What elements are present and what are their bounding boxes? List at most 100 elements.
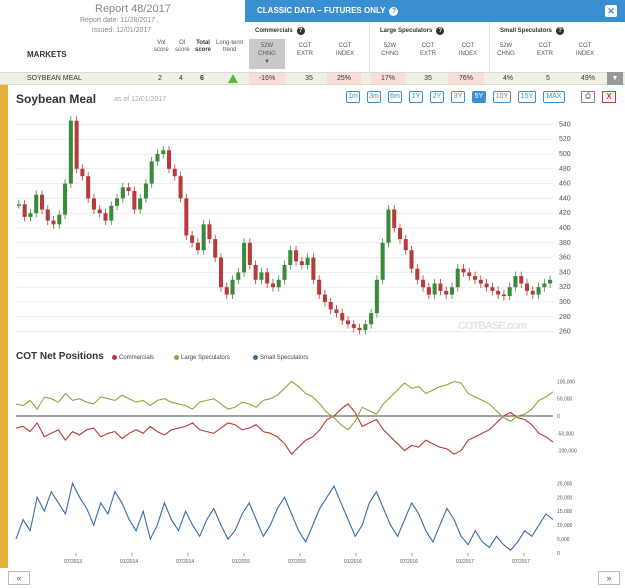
market-row[interactable]: SOYBEAN MEAL 2 4 6 -16% 35 25% 17% 35 76… (0, 72, 625, 85)
y-tick-label: 340 (559, 269, 571, 276)
candle (63, 183, 68, 215)
chart-asof: as of 12/01/2017 (114, 96, 167, 103)
candle (322, 294, 327, 302)
close-chart-button[interactable]: X (602, 91, 616, 103)
y-tick-label: 280 (559, 314, 571, 321)
large-cot-extr-header[interactable]: COT EXTR (419, 43, 436, 57)
candle (132, 191, 137, 210)
candle (374, 279, 379, 314)
comm-52w-chng-header[interactable]: 52W CHNG ▼ (249, 39, 285, 69)
candle (109, 205, 114, 221)
range-5y[interactable]: 5Y (472, 91, 486, 103)
small-52w-chng-header[interactable]: 52W CHNG (497, 43, 515, 57)
help-icon[interactable]: ? (296, 27, 305, 35)
report-title: Report 48/2017 (95, 3, 171, 15)
candle (409, 250, 414, 269)
legend-commercials[interactable]: Commercials (112, 355, 154, 361)
comm-cot-extr-header[interactable]: COT EXTR (296, 43, 313, 57)
y-tick-label: 460 (559, 181, 571, 188)
candle (421, 279, 426, 288)
legend-small-speculators[interactable]: Small Speculators (253, 355, 308, 361)
large-cot-index-header[interactable]: COT INDEX (458, 43, 478, 57)
candle (478, 279, 483, 284)
commercials-line (15, 403, 554, 455)
long-term-trend-header[interactable]: Long-term trend (216, 40, 244, 53)
small-speculators-group: Small Speculators? 52W CHNG COT EXTR COT IN… (490, 22, 610, 72)
legend-large-speculators[interactable]: Large Speculators (174, 355, 230, 361)
candle (386, 209, 391, 243)
y-tick-label-small: 25,000 (557, 481, 573, 487)
candle (172, 168, 177, 177)
large-speculators-line (15, 380, 554, 431)
price-chart: 260 280 300 320 340 360 380 400 420 440 460 480 500 5… (16, 116, 571, 336)
help-icon[interactable]: ? (389, 7, 399, 16)
total-score-header[interactable]: Total score (195, 40, 212, 53)
help-icon[interactable]: ? (436, 27, 445, 35)
candle (351, 324, 356, 328)
report-header: Report 48/2017 Report date: 11/28/2017 ,… (0, 0, 245, 72)
prev-button[interactable]: « (8, 571, 30, 585)
next-button[interactable]: » (598, 571, 620, 585)
candle (345, 320, 351, 325)
large-52w-chng: 17% (371, 73, 405, 84)
oi-score-header[interactable]: OI score (175, 40, 190, 53)
candle (276, 279, 281, 288)
comm-52w-chng: -16% (249, 73, 285, 84)
candle (68, 120, 73, 184)
y-tick-label-small: 20,000 (557, 495, 573, 501)
vol-score-header[interactable]: Vol score (154, 40, 169, 53)
chart-panel: Soybean Meal as of 12/01/2017 1m 3m 6m 1Y 2Y… (8, 85, 625, 568)
printer-icon[interactable]: ⎙ (581, 91, 595, 103)
y-tick-label: 420 (559, 210, 571, 217)
candle (455, 268, 460, 288)
candle (39, 194, 45, 210)
y-tick-label: 360 (559, 255, 571, 262)
candle (207, 224, 212, 240)
candle (138, 198, 143, 210)
candle (34, 194, 39, 214)
small-cot-extr-header[interactable]: COT EXTR (536, 43, 553, 57)
range-1y[interactable]: 1Y (409, 91, 423, 103)
small-speculators-title: Small Speculators? (500, 27, 565, 35)
range-2y[interactable]: 2Y (430, 91, 444, 103)
y-tick-label: 0 (557, 414, 560, 420)
range-3m[interactable]: 3m (367, 91, 381, 103)
market-name[interactable]: SOYBEAN MEAL (27, 75, 82, 82)
range-15y[interactable]: 15Y (518, 91, 536, 103)
large-52w-chng-header[interactable]: 52W CHNG (381, 43, 399, 57)
small-52w-chng: 4% (502, 75, 514, 82)
x-tick-label: 01/2015 (232, 559, 250, 565)
y-tick-label: 300 (559, 299, 571, 306)
commercials-title: Commercials? (255, 27, 305, 35)
candle (507, 287, 512, 297)
candle (103, 213, 108, 221)
scroll-down-icon[interactable]: ▼ (607, 72, 623, 85)
candle (120, 187, 125, 199)
candle (195, 242, 200, 251)
range-3y[interactable]: 3Y (451, 91, 465, 103)
candle (57, 214, 62, 225)
y-tick-label: 320 (559, 284, 571, 291)
help-icon[interactable]: ? (556, 27, 565, 35)
comm-cot-index: 25% (327, 73, 361, 84)
candle (513, 276, 518, 288)
cotbase-watermark: COTBASE.com (458, 320, 527, 332)
range-10y[interactable]: 10Y (493, 91, 511, 103)
candle (548, 279, 553, 284)
sort-down-icon: ▼ (264, 59, 270, 65)
candle (143, 183, 148, 199)
candle (115, 198, 120, 206)
small-cot-index-header[interactable]: COT INDEX (575, 43, 595, 57)
comm-cot-index-header[interactable]: COT INDEX (335, 43, 355, 57)
y-tick-label: 380 (559, 240, 571, 247)
candle (415, 268, 420, 280)
range-1m[interactable]: 1m (346, 91, 360, 103)
candle (282, 265, 287, 280)
range-6m[interactable]: 6m (388, 91, 402, 103)
candle (91, 198, 96, 210)
y-tick-label: -50,000 (557, 431, 574, 437)
range-max[interactable]: MAX (543, 91, 565, 103)
footer: « » (0, 568, 625, 588)
close-icon[interactable]: ✕ (605, 5, 617, 17)
y-tick-label: 100,000 (557, 379, 575, 385)
